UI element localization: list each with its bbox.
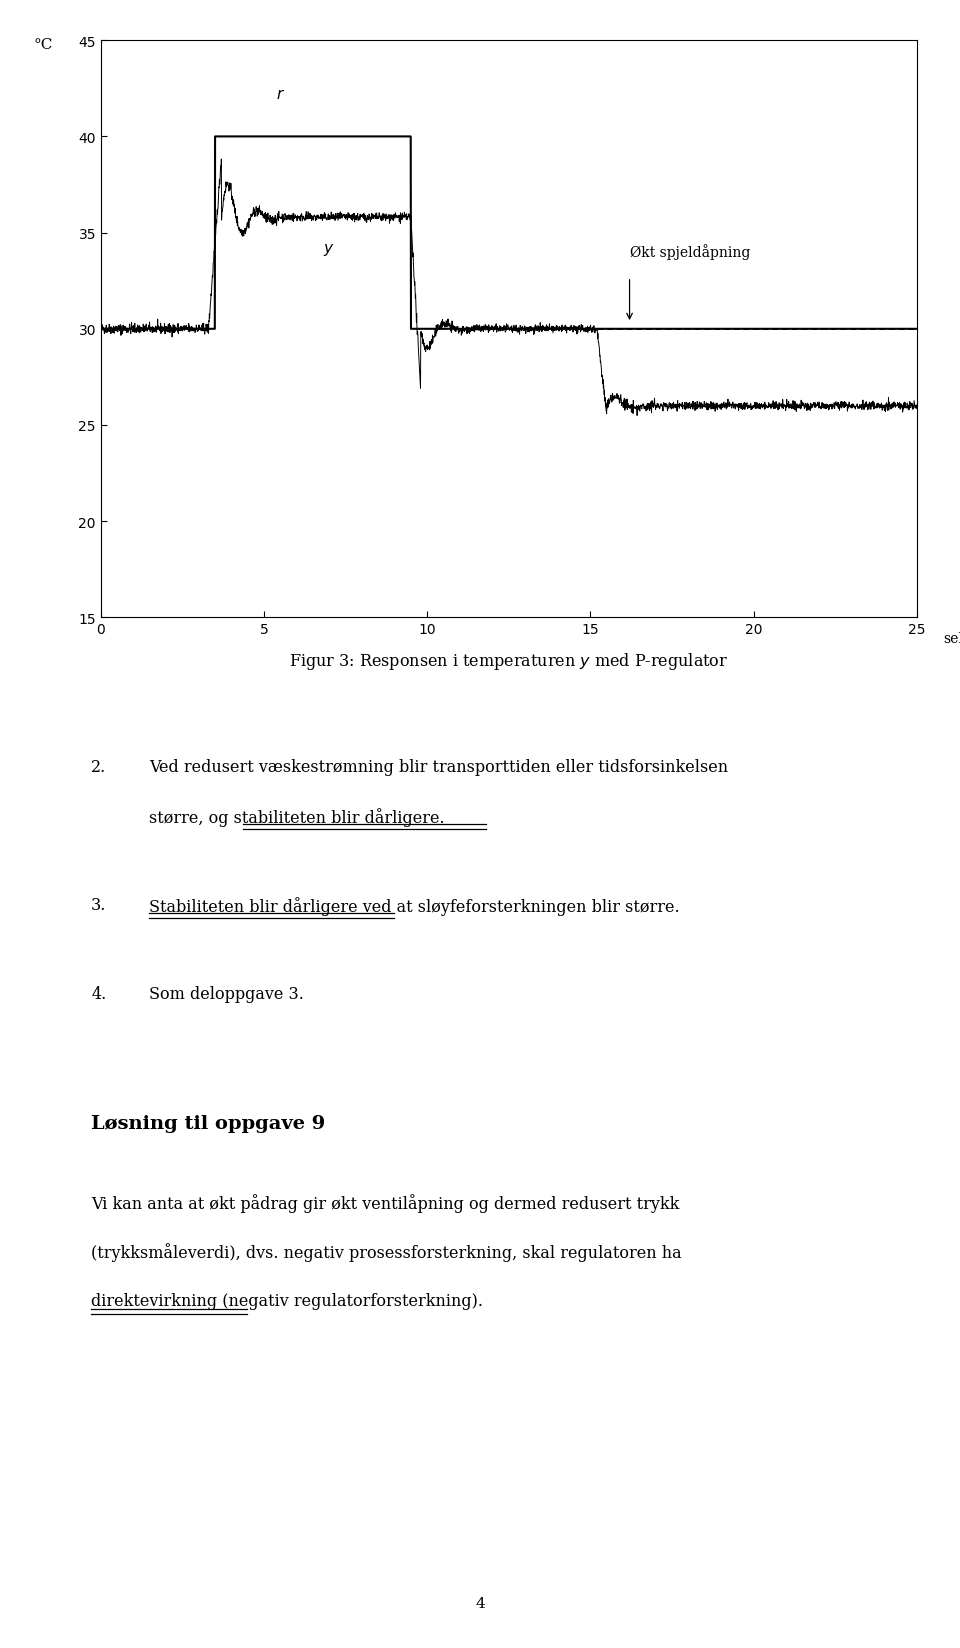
Text: Økt spjeldåpning: Økt spjeldåpning [630,244,750,259]
Text: 3.: 3. [91,897,107,913]
Text: direktevirkning (negativ regulatorforsterkning).: direktevirkning (negativ regulatorforste… [91,1292,483,1309]
Text: $r$: $r$ [276,87,285,102]
Text: Vi kan anta at økt pådrag gir økt ventilåpning og dermed redusert trykk: Vi kan anta at økt pådrag gir økt ventil… [91,1193,680,1211]
Text: Ved redusert væskestrømning blir transporttiden eller tidsforsinkelsen: Ved redusert væskestrømning blir transpo… [149,758,728,775]
Text: sek: sek [943,631,960,646]
Text: (trykksmåleverdi), dvs. negativ prosessforsterkning, skal regulatoren ha: (trykksmåleverdi), dvs. negativ prosessf… [91,1243,682,1261]
Text: 2.: 2. [91,758,107,775]
Text: 4: 4 [475,1595,485,1610]
Text: $y$: $y$ [324,242,335,257]
Text: Løsning til oppgave 9: Løsning til oppgave 9 [91,1114,325,1132]
Text: Som deloppgave 3.: Som deloppgave 3. [149,986,303,1002]
Text: Figur 3: Responsen i temperaturen $y$ med P-regulator: Figur 3: Responsen i temperaturen $y$ me… [289,651,729,672]
Text: °C: °C [34,38,53,51]
Text: større, og stabiliteten blir dårligere.: større, og stabiliteten blir dårligere. [149,808,444,826]
Text: 4.: 4. [91,986,107,1002]
Text: Stabiliteten blir dårligere ved at sløyfeforsterkningen blir større.: Stabiliteten blir dårligere ved at sløyf… [149,897,680,915]
